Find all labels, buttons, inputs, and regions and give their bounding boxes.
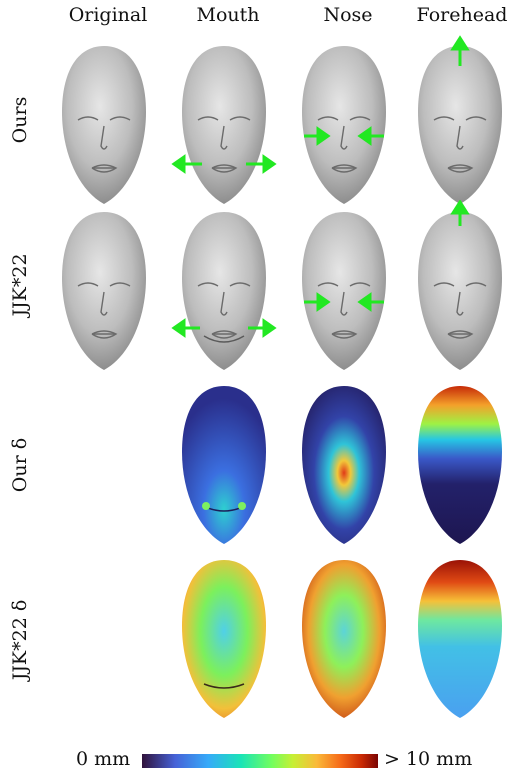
heatmap-ours-forehead: [400, 374, 519, 554]
row-header-ours: Ours: [9, 96, 31, 144]
heatmap-ours-mouth: [164, 374, 284, 554]
row-header-jjk22-delta: JJK*22 δ: [9, 599, 31, 681]
column-header-original: Original: [68, 4, 148, 26]
arrow-up-icon: [450, 200, 470, 226]
arrow-right-icon: [304, 126, 331, 146]
arrow-right-icon: [304, 292, 331, 312]
face-ours-mouth: [164, 34, 284, 214]
face-ours-nose: [284, 34, 404, 214]
heatmap-jjk22-mouth: [164, 548, 284, 728]
face-jjk22-mouth: [164, 200, 284, 380]
face-jjk22-nose: [284, 200, 404, 380]
arrow-left-icon: [171, 318, 200, 338]
face-ours-original: [44, 34, 164, 214]
heatmap-jjk22-forehead: [400, 548, 519, 728]
column-header-mouth: Mouth: [196, 4, 260, 26]
face-jjk22-forehead: [400, 200, 519, 380]
colorbar-gradient: [142, 754, 378, 768]
row-header-jjk22: JJK*22: [9, 253, 31, 317]
arrow-up-icon: [450, 35, 470, 66]
row-header-our-delta: Our δ: [9, 437, 31, 493]
arrow-left-icon: [171, 154, 202, 174]
arrow-left-icon: [357, 126, 384, 146]
heatmap-jjk22-nose: [284, 548, 404, 728]
arrow-right-icon: [248, 318, 277, 338]
column-header-nose: Nose: [323, 4, 373, 26]
face-jjk22-original: [44, 200, 164, 380]
colorbar-min-label: 0 mm: [76, 748, 131, 770]
heatmap-ours-nose: [284, 374, 404, 554]
colorbar: 0 mm > 10 mm: [0, 748, 519, 772]
face-ours-forehead: [400, 34, 519, 214]
arrow-left-icon: [357, 292, 384, 312]
column-header-forehead: Forehead: [416, 4, 508, 26]
arrow-right-icon: [246, 154, 277, 174]
colorbar-max-label: > 10 mm: [384, 748, 473, 770]
